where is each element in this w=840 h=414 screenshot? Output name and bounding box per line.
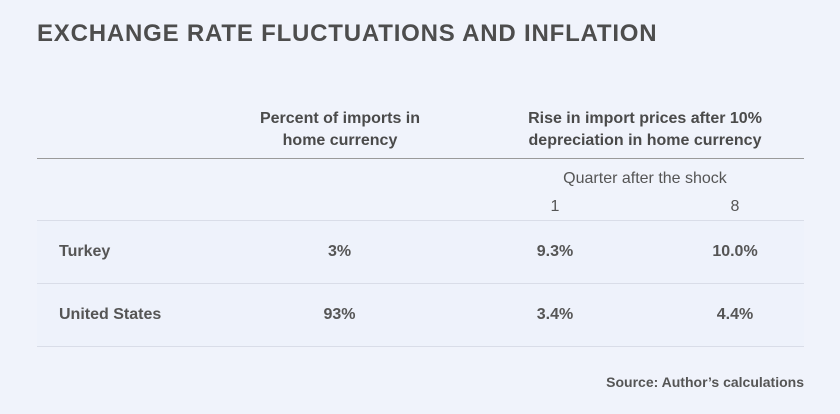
table-row: United States 93% 3.4% 4.4%: [37, 283, 804, 347]
header-divider: [37, 158, 804, 159]
quarter-8-cell: 4.4%: [716, 306, 754, 323]
chart-title: EXCHANGE RATE FLUCTUATIONS AND INFLATION: [37, 20, 658, 47]
subheader-quarter-after-shock: Quarter after the shock: [563, 170, 727, 187]
subheader-quarter-8: 8: [730, 198, 740, 215]
country-cell: Turkey: [59, 243, 111, 260]
column-header-percent-imports: Percent of imports in home currency: [259, 110, 421, 149]
percent-imports-cell: 3%: [327, 243, 352, 260]
table-row: Turkey 3% 9.3% 10.0%: [37, 220, 804, 283]
column-header-rise-import-prices: Rise in import prices after 10% deprecia…: [528, 110, 762, 149]
country-cell: United States: [59, 306, 162, 323]
quarter-8-cell: 10.0%: [712, 243, 758, 260]
quarter-1-cell: 9.3%: [536, 243, 574, 260]
source-note: Source: Author’s calculations: [606, 374, 804, 390]
subheader-quarter-1: 1: [550, 198, 560, 215]
quarter-1-cell: 3.4%: [536, 306, 574, 323]
percent-imports-cell: 93%: [323, 306, 356, 323]
